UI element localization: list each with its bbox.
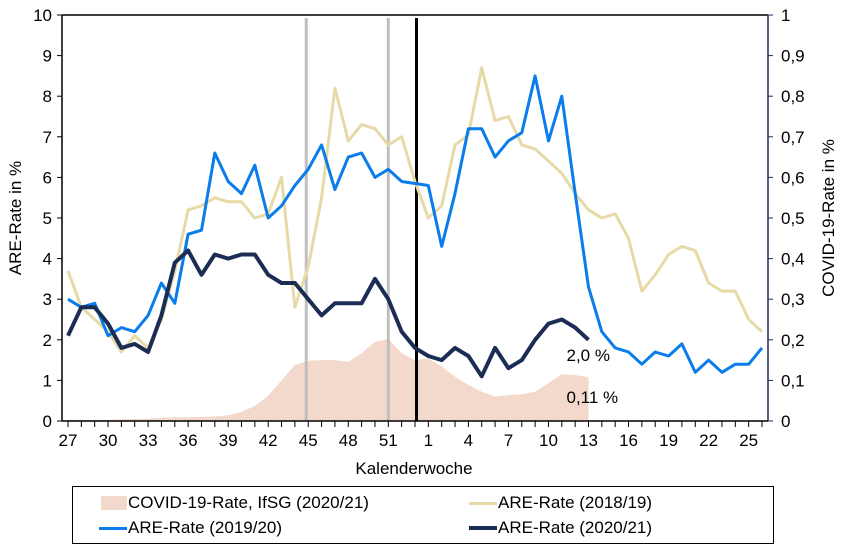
x-tick-label: 19 [659,431,678,450]
y-tick-label: 10 [33,6,52,25]
x-tick-label: 1 [424,431,433,450]
y2-tick-label: 0 [781,412,790,431]
y-tick-label: 3 [43,290,52,309]
legend-label-are-2019: ARE-Rate (2019/20) [128,518,283,537]
data-label-are-2020: 2,0 % [567,346,610,365]
x-tick-label: 22 [699,431,718,450]
x-tick-label: 36 [179,431,198,450]
y-tick-label: 0 [43,412,52,431]
y2-tick-label: 0,9 [781,47,805,66]
y-tick-label: 4 [43,250,52,269]
y-tick-label: 9 [43,47,52,66]
x-axis-title: Kalenderwoche [355,459,472,478]
y2-axis-title: COVID-19-Rate in % [819,139,838,297]
legend: COVID-19-Rate, IfSG (2020/21) ARE-Rate (… [72,486,774,544]
legend-label-are-2020: ARE-Rate (2020/21) [498,518,653,537]
axes [57,14,773,427]
y-tick-label: 6 [43,168,52,187]
x-tick-label: 16 [619,431,638,450]
y-tick-label: 2 [43,331,52,350]
y2-tick-label: 0,6 [781,168,805,187]
y-tick-label: 1 [43,371,52,390]
legend-item-are-2018: ARE-Rate (2018/19) [469,493,652,513]
x-tick-label: 33 [139,431,158,450]
x-tick-label: 48 [339,431,358,450]
tick-labels: 01234567891000,10,20,30,40,50,60,70,80,9… [33,6,805,450]
legend-item-are-2020: ARE-Rate (2020/21) [469,518,652,538]
legend-item-covid: COVID-19-Rate, IfSG (2020/21) [99,493,369,513]
y2-tick-label: 0,5 [781,209,805,228]
vertical-markers [304,18,418,421]
x-tick-label: 39 [219,431,238,450]
y-tick-label: 7 [43,128,52,147]
y2-tick-label: 0,7 [781,128,805,147]
x-tick-label: 42 [259,431,278,450]
legend-swatch-are-2019 [99,526,127,530]
x-tick-label: 45 [299,431,318,450]
x-tick-label: 13 [579,431,598,450]
x-tick-label: 25 [739,431,758,450]
legend-swatch-covid [101,496,127,510]
x-tick-label: 10 [539,431,558,450]
y2-tick-label: 0,2 [781,331,805,350]
data-label-covid: 0,11 % [567,388,619,407]
series-lines [66,66,764,379]
legend-swatch-are-2020 [469,526,497,530]
y2-tick-label: 0,3 [781,290,805,309]
y-tick-label: 8 [43,87,52,106]
legend-label-covid: COVID-19-Rate, IfSG (2020/21) [128,493,369,512]
legend-item-are-2019: ARE-Rate (2019/20) [99,518,282,538]
x-tick-label: 51 [379,431,398,450]
y2-tick-label: 0,4 [781,250,805,269]
series-line-are-2020 [66,248,590,379]
covid-area-layer [68,339,589,421]
y-tick-label: 5 [43,209,52,228]
y-axis-title: ARE-Rate in % [6,161,25,275]
y2-tick-label: 0,1 [781,371,805,390]
x-tick-label: 4 [464,431,473,450]
legend-swatch-are-2018 [469,501,497,505]
covid-area [68,339,589,421]
annotations: 2,0 % 0,11 % [567,346,619,407]
x-tick-label: 30 [99,431,118,450]
chart: 01234567891000,10,20,30,40,50,60,70,80,9… [6,6,838,478]
x-tick-label: 27 [59,431,78,450]
x-tick-label: 7 [504,431,513,450]
y2-tick-label: 0,8 [781,87,805,106]
legend-label-are-2018: ARE-Rate (2018/19) [498,493,653,512]
y2-tick-label: 1 [781,6,790,25]
